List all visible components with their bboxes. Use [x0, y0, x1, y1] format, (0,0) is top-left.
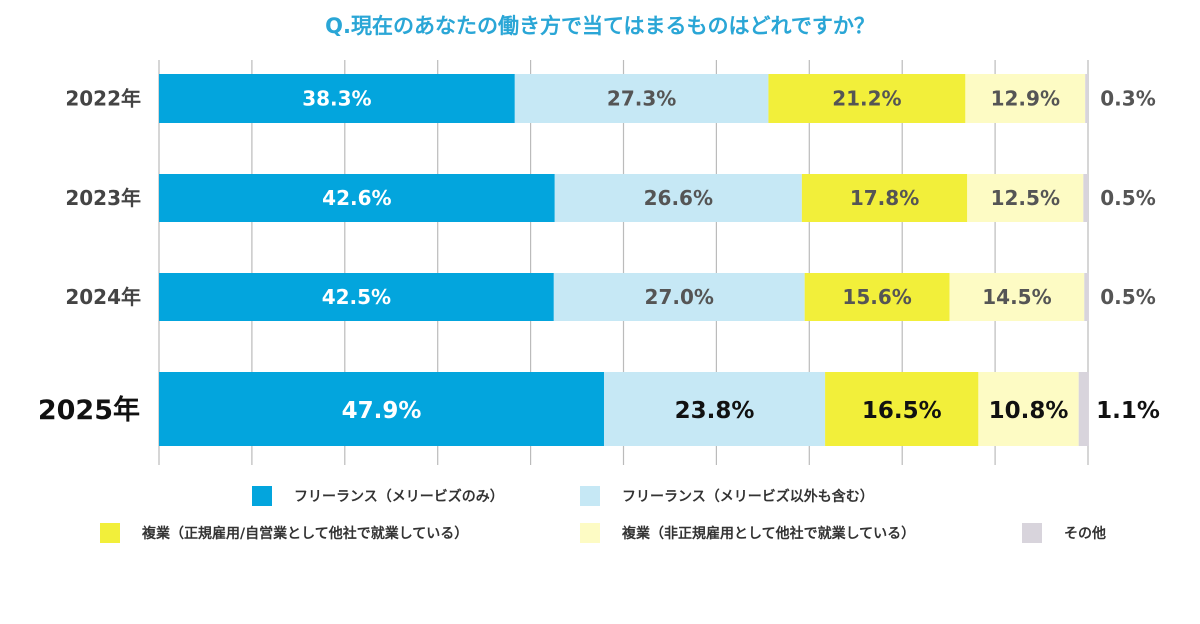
bar-segment [159, 372, 604, 446]
legend-swatch [100, 523, 120, 543]
bar-segment [554, 174, 802, 222]
bar-segment [978, 372, 1079, 446]
bar-segment [514, 74, 769, 123]
legend-item-freelance-only: フリーランス（メリービズのみ） [252, 486, 504, 506]
data-label: 27.0% [645, 285, 714, 309]
data-label: 1.1% [1096, 398, 1160, 424]
data-label: 27.3% [607, 87, 676, 111]
category-label: 2024年 [65, 285, 141, 309]
bar-segment [159, 174, 555, 222]
data-label: 12.9% [991, 87, 1060, 111]
bar-segment [967, 174, 1084, 222]
legend-swatch [252, 486, 272, 506]
bar-segment [1078, 372, 1089, 446]
data-label: 0.5% [1100, 285, 1155, 309]
legend-item-side-job-regular: 複業（正規雇用/自営業として他社で就業している） [100, 523, 468, 543]
bar-segment [949, 273, 1085, 321]
bar-segment [1085, 74, 1088, 123]
bar-segment [1083, 174, 1088, 222]
bar-segment [825, 372, 979, 446]
bar-segment [159, 74, 515, 123]
bar-segment [768, 74, 966, 123]
data-label: 15.6% [842, 285, 911, 309]
chart-title: Q.現在のあなたの働き方で当てはまるものはどれですか？ [325, 14, 875, 38]
category-label: 2023年 [65, 186, 141, 210]
legend-item-freelance-other: フリーランス（メリービズ以外も含む） [580, 486, 874, 506]
bar-segment [801, 174, 968, 222]
bar-segment [603, 372, 826, 446]
bar-segment [965, 74, 1086, 123]
data-label: 26.6% [644, 186, 713, 210]
legend-label: その他 [1064, 526, 1106, 542]
data-label: 10.8% [989, 398, 1069, 424]
data-label: 14.5% [982, 285, 1051, 309]
data-label: 17.8% [850, 186, 919, 210]
data-label: 0.3% [1100, 87, 1155, 111]
legend-swatch [580, 523, 600, 543]
category-label: 2022年 [65, 87, 141, 111]
data-label: 12.5% [991, 186, 1060, 210]
legend-swatch [580, 486, 600, 506]
data-label: 23.8% [675, 398, 755, 424]
data-label: 42.6% [322, 186, 391, 210]
legend-item-side-job-nonregular: 複業（非正規雇用として他社で就業している） [580, 523, 915, 543]
legend-swatch [1022, 523, 1042, 543]
data-label: 0.5% [1100, 186, 1155, 210]
data-label: 47.9% [342, 398, 422, 424]
data-label: 21.2% [832, 87, 901, 111]
legend-label: フリーランス（メリービズのみ） [294, 489, 504, 505]
legend-item-other: その他 [1022, 523, 1106, 543]
bar-segment [553, 273, 805, 321]
data-label: 16.5% [862, 398, 942, 424]
legend-label: 複業（非正規雇用として他社で就業している） [622, 526, 916, 542]
bar-segment [159, 273, 554, 321]
legend-label: フリーランス（メリービズ以外も含む） [622, 489, 874, 505]
bar-segment [804, 273, 950, 321]
bar-segment [1084, 273, 1089, 321]
legend-label: 複業（正規雇用/自営業として他社で就業している） [142, 526, 469, 542]
category-label: 2025年 [38, 394, 140, 426]
data-label: 38.3% [302, 87, 371, 111]
data-label: 42.5% [322, 285, 391, 309]
